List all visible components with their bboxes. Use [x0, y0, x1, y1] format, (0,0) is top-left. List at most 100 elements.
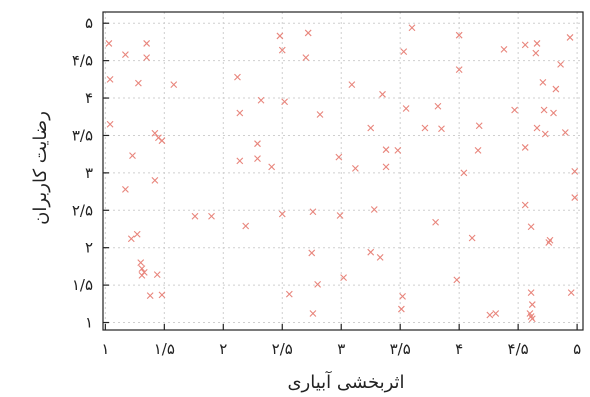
data-point	[151, 176, 159, 184]
data-point	[540, 106, 548, 114]
x-tick-label: ۴	[455, 340, 463, 358]
y-tick-label: ۳	[85, 164, 93, 182]
data-point	[367, 248, 375, 256]
x-axis: ۱ ۱/۵ ۲ ۲/۵ ۳ ۳/۵ ۴ ۴/۵ ۵	[101, 324, 581, 358]
data-point	[397, 305, 405, 313]
data-point	[304, 29, 312, 37]
data-point	[528, 301, 536, 308]
data-point	[234, 73, 241, 81]
data-point	[432, 218, 439, 226]
data-point	[528, 315, 536, 323]
data-point	[382, 163, 390, 171]
data-point	[143, 54, 151, 62]
y-tick-label: ۵	[85, 14, 93, 32]
data-point	[153, 271, 161, 279]
data-point	[254, 140, 261, 148]
data-point	[151, 129, 159, 137]
data-point	[475, 122, 483, 130]
data-point	[408, 24, 416, 32]
data-point	[143, 40, 151, 47]
data-points	[105, 24, 579, 323]
data-point	[486, 311, 494, 319]
data-point	[208, 212, 215, 220]
plot-frame	[102, 11, 584, 331]
data-point	[468, 234, 476, 242]
grid	[103, 12, 583, 330]
data-point	[133, 230, 141, 238]
data-point	[550, 109, 557, 117]
data-point	[557, 60, 564, 68]
data-point	[394, 147, 402, 154]
data-point	[527, 223, 535, 231]
data-point	[367, 124, 375, 132]
data-point	[254, 155, 261, 163]
data-point	[492, 310, 500, 317]
data-point	[314, 280, 322, 288]
data-point	[106, 75, 114, 83]
data-point	[474, 147, 482, 154]
data-point	[122, 185, 129, 193]
data-point	[460, 169, 468, 177]
data-point	[533, 40, 541, 47]
data-point	[434, 102, 442, 110]
data-point	[268, 163, 276, 171]
data-point	[122, 51, 129, 59]
data-point	[521, 201, 529, 209]
data-point	[257, 96, 265, 104]
y-axis-title: رضایت کاربران	[30, 111, 51, 225]
x-tick-label: ۱	[101, 340, 109, 358]
x-tick-label: ۵	[573, 340, 581, 358]
x-tick-label: ۴/۵	[508, 340, 529, 358]
data-point	[278, 46, 286, 54]
data-point	[137, 259, 145, 267]
data-point	[309, 208, 317, 216]
data-point	[129, 152, 136, 160]
data-point	[370, 206, 378, 213]
y-tick-label: ۳/۵	[72, 126, 93, 144]
data-point	[552, 85, 560, 93]
data-point	[302, 54, 310, 62]
data-point	[309, 310, 317, 317]
data-point	[106, 120, 114, 128]
y-tick-label: ۲/۵	[72, 201, 93, 219]
data-point	[521, 41, 529, 49]
y-tick-label: ۴/۵	[72, 52, 93, 70]
data-point	[453, 276, 461, 284]
data-point	[571, 167, 579, 175]
data-point	[533, 124, 541, 132]
data-point	[191, 212, 199, 220]
data-point	[455, 66, 463, 74]
data-point	[400, 48, 408, 56]
data-point	[340, 274, 347, 282]
data-point	[532, 49, 540, 57]
data-point	[336, 212, 344, 219]
y-tick-label: ۱/۵	[72, 276, 93, 294]
data-point	[402, 105, 410, 112]
data-point	[236, 109, 244, 117]
data-point	[351, 164, 359, 172]
data-point	[527, 289, 535, 296]
x-tick-label: ۲/۵	[272, 340, 293, 358]
x-axis-title: اثربخشی آبیاری	[287, 370, 404, 393]
data-point	[308, 249, 316, 257]
data-point	[539, 78, 547, 86]
data-point	[276, 32, 284, 40]
data-point	[399, 292, 406, 300]
data-point	[278, 210, 286, 218]
data-point	[236, 157, 244, 165]
data-point	[546, 236, 554, 244]
data-point	[281, 98, 289, 106]
x-tick-label: ۱/۵	[154, 340, 175, 358]
y-tick-label: ۲	[85, 239, 93, 257]
data-point	[134, 79, 142, 87]
data-point	[138, 265, 146, 273]
data-point	[158, 291, 166, 299]
data-point	[455, 31, 463, 39]
data-point	[500, 46, 508, 53]
y-tick-label: ۴	[85, 89, 93, 107]
y-tick-label: ۱	[85, 314, 93, 332]
data-point	[566, 34, 574, 41]
data-point	[127, 235, 135, 243]
data-point	[382, 146, 390, 154]
data-point	[521, 144, 529, 151]
